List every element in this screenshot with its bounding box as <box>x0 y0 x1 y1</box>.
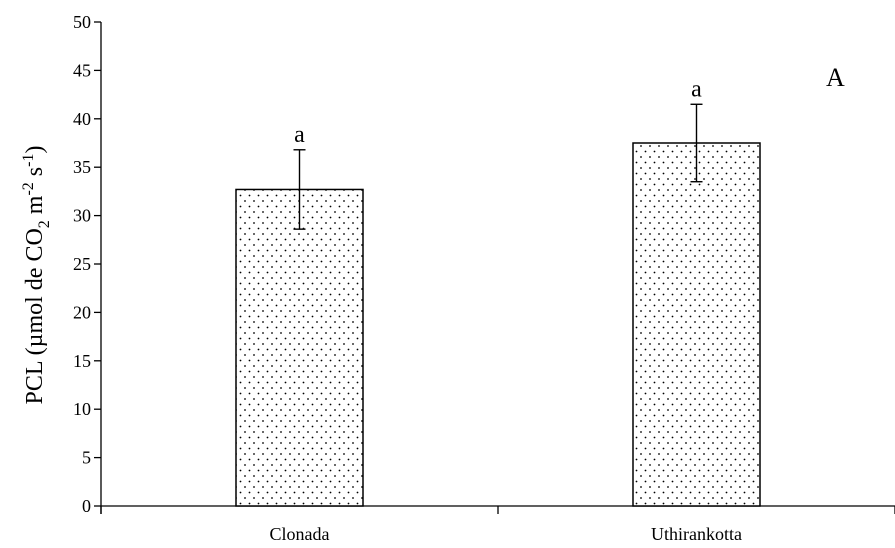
y-tick-label: 35 <box>73 157 91 177</box>
y-axis-label: PCL (µmol de CO2 m-2 s-1) <box>20 146 53 405</box>
y-tick-label: 50 <box>73 12 91 32</box>
y-axis-label-suffix: ) <box>22 146 48 154</box>
significance-letter: a <box>691 76 702 102</box>
y-tick-label: 15 <box>73 351 91 371</box>
y-tick-label: 30 <box>73 206 91 226</box>
error-bars <box>293 103 703 230</box>
y-axis-label-mid2: s <box>22 167 48 182</box>
y-axis-label-sup2: -1 <box>20 154 37 167</box>
bar-uthirankotta <box>632 142 761 507</box>
x-axis: Clonada Uthirankotta <box>100 505 895 544</box>
y-tick-label: 25 <box>73 254 91 274</box>
y-axis: 0 5 10 15 20 25 30 35 40 45 50 <box>73 12 102 516</box>
annotations: aa <box>294 76 702 147</box>
y-tick-label: 0 <box>82 496 91 516</box>
panel-label: A <box>826 63 845 92</box>
y-axis-label-sup1: -2 <box>20 182 37 195</box>
y-tick-label: 40 <box>73 109 91 129</box>
y-axis-label-prefix: PCL (µmol de CO <box>22 228 48 404</box>
bars <box>235 142 761 507</box>
y-tick-label: 45 <box>73 60 91 80</box>
y-tick-label: 20 <box>73 302 91 322</box>
bar-clonada <box>235 188 364 507</box>
y-axis-label-mid1: m <box>22 195 48 220</box>
x-category-label: Clonada <box>270 524 330 544</box>
y-axis-label-sub: 2 <box>36 220 53 228</box>
y-tick-label: 5 <box>82 448 91 468</box>
y-tick-label: 10 <box>73 399 91 419</box>
significance-letter: a <box>294 122 305 148</box>
x-category-label: Uthirankotta <box>651 524 742 544</box>
